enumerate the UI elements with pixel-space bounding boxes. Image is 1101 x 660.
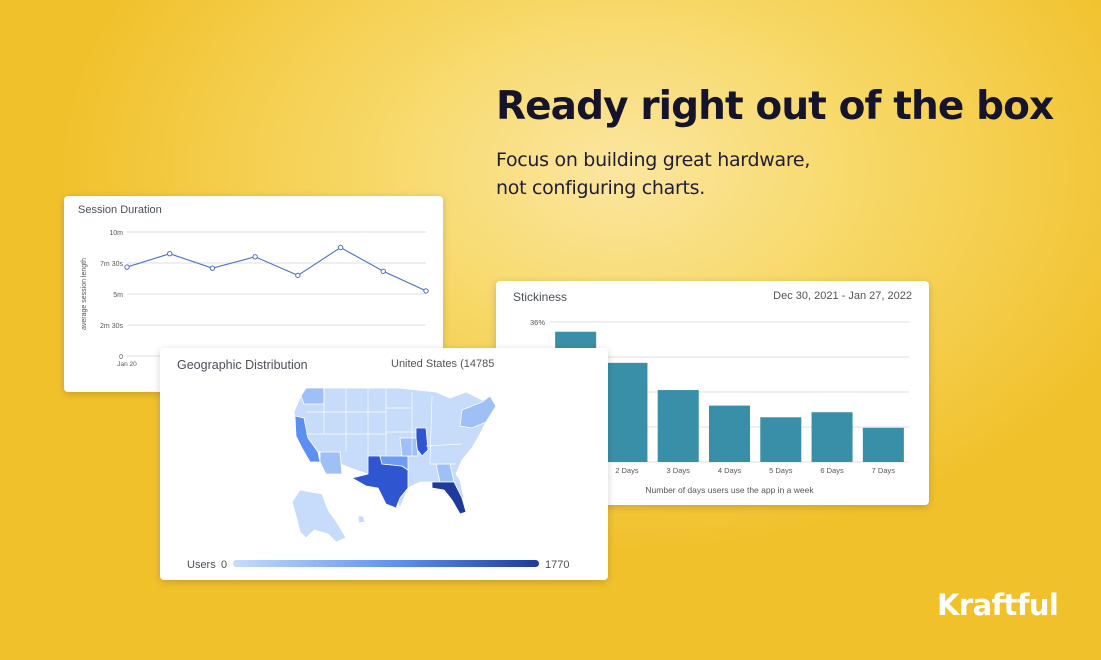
map-region-northeast[interactable] (459, 395, 497, 429)
session-data-point (209, 265, 216, 271)
hero-subline-line-2: not configuring charts. (496, 177, 706, 199)
session-duration-title: Session Duration (78, 204, 162, 216)
stickiness-bar (862, 427, 904, 462)
hero-subline: Focus on building great hardware, not con… (496, 146, 810, 202)
session-y-tick-label: 7m 30s (100, 261, 123, 268)
stickiness-bar (606, 362, 648, 462)
stickiness-x-tick-label: 5 Days (769, 466, 793, 475)
stickiness-x-tick-label: 4 Days (718, 466, 742, 475)
session-line-series (126, 246, 427, 292)
geo-legend-label: Users (187, 559, 216, 571)
session-data-point (295, 272, 301, 279)
session-x-tick-label: Jan 20 (117, 361, 137, 368)
session-data-point (380, 268, 386, 274)
stickiness-y-tick-label: 36% (530, 318, 545, 327)
stickiness-x-axis-label: Number of days users use the app in a we… (645, 485, 814, 495)
stickiness-bar (811, 412, 853, 462)
stickiness-x-tick-label: 6 Days (820, 466, 844, 475)
map-region-alaska[interactable] (291, 489, 347, 543)
geo-legend-min: 0 (221, 559, 227, 571)
stickiness-x-tick-label: 2 Days (615, 466, 639, 475)
stickiness-title: Stickiness (513, 290, 568, 304)
geographic-distribution-title: Geographic Distribution (177, 358, 308, 372)
session-data-point (167, 251, 173, 257)
geo-legend-max: 1770 (545, 559, 569, 571)
session-y-tick-label: 2m 30s (100, 323, 123, 330)
session-data-point (252, 254, 258, 260)
session-data-point (423, 288, 429, 294)
stickiness-bar (708, 405, 751, 462)
stickiness-x-tick-label: 3 Days (667, 466, 691, 475)
session-y-tick-label: 10m (109, 230, 123, 237)
session-y-tick-label: 5m (113, 292, 123, 299)
session-y-tick-label: 0 (119, 354, 123, 361)
kraftful-logo: Kraftful (937, 588, 1059, 622)
geo-legend-gradient-bar (233, 560, 539, 567)
hero-headline: Ready right out of the box (496, 84, 1054, 129)
map-region-washington[interactable] (300, 387, 325, 405)
session-y-axis-label: average session length (81, 258, 88, 330)
stickiness-x-tick-label: 7 Days (872, 466, 896, 475)
stickiness-bar (760, 417, 802, 462)
stickiness-date-range[interactable]: Dec 30, 2021 - Jan 27, 2022 (773, 290, 912, 302)
session-data-point (124, 264, 130, 270)
us-map: Users 0 1770 (187, 387, 569, 571)
map-region-missouri[interactable] (399, 437, 419, 457)
geo-region-label: United States (14785 (391, 358, 495, 370)
geographic-distribution-card: Geographic Distribution United States (1… (160, 348, 608, 580)
map-region-arizona[interactable] (319, 451, 343, 475)
map-region-hawaii[interactable] (357, 515, 366, 524)
map-region-florida[interactable] (431, 481, 467, 515)
stickiness-bar (657, 390, 699, 462)
hero-subline-line-1: Focus on building great hardware, (496, 149, 811, 171)
session-data-point (337, 244, 344, 251)
